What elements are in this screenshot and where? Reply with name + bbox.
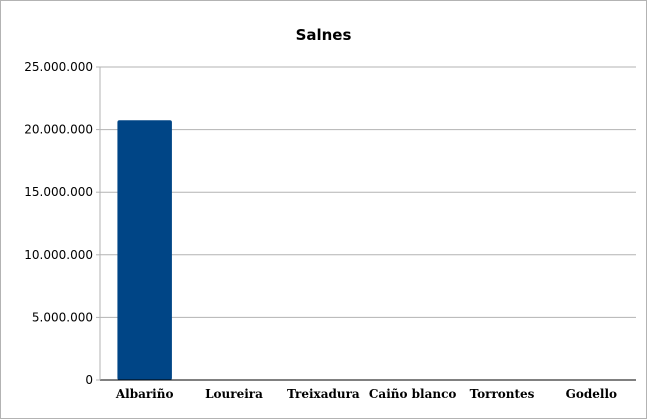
y-tick-label: 0 bbox=[85, 373, 93, 387]
y-tick-label: 20.000.000 bbox=[24, 123, 93, 137]
chart-title: Salnes bbox=[295, 26, 352, 44]
axes bbox=[96, 66, 636, 381]
bars bbox=[117, 120, 172, 381]
x-tick-label: Torrontes bbox=[470, 387, 535, 401]
gridlines bbox=[100, 66, 636, 318]
y-tick-label: 10.000.000 bbox=[24, 248, 93, 262]
y-tick-label: 15.000.000 bbox=[24, 185, 93, 199]
x-tick-label: Albariño bbox=[115, 387, 174, 401]
y-tick-label: 25.000.000 bbox=[24, 60, 93, 74]
x-tick-label: Godello bbox=[566, 387, 617, 401]
x-axis-tick-labels: Albariño Loureira Treixadura Caiño blanco To… bbox=[115, 387, 617, 401]
x-tick-label: Treixadura bbox=[287, 387, 360, 401]
x-tick-label: Loureira bbox=[205, 387, 263, 401]
bar bbox=[117, 120, 172, 381]
y-tick-label: 5.000.000 bbox=[32, 310, 93, 324]
x-tick-label: Caiño blanco bbox=[369, 387, 457, 401]
y-axis-tick-labels: 0 5.000.000 10.000.000 15.000.000 20.000.000… bbox=[24, 60, 93, 387]
